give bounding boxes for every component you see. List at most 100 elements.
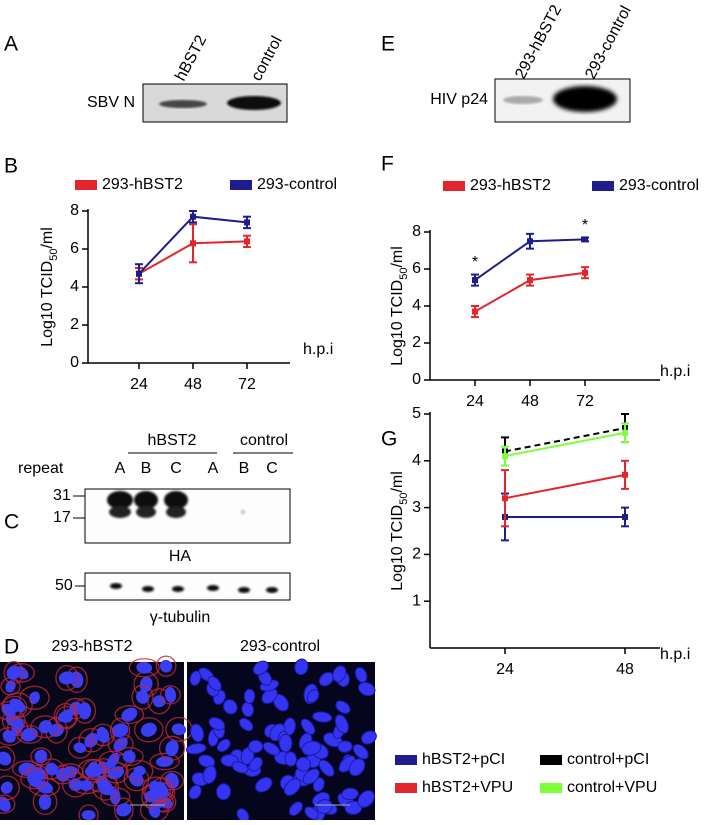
nucleus (312, 777, 325, 792)
x-axis-label: h.p.i (660, 363, 690, 380)
point (622, 513, 628, 520)
nucleus (2, 730, 16, 743)
point (472, 277, 478, 284)
lane-label: A (208, 460, 219, 477)
membrane (73, 697, 96, 724)
membrane (0, 746, 16, 771)
legend-label: control+pCI (567, 751, 649, 768)
y-axis-label-part: 50 (48, 249, 60, 261)
nucleus (361, 730, 377, 745)
nucleus (300, 718, 316, 735)
nucleus (222, 699, 238, 715)
image-label: 293-control (240, 638, 320, 655)
membrane (149, 752, 180, 771)
lane-label: control (248, 33, 286, 83)
annotation: * (472, 254, 478, 271)
nucleus (97, 780, 114, 796)
membrane (159, 685, 181, 705)
series-line (504, 427, 626, 453)
y-axis-label-part: /ml (389, 471, 406, 492)
nucleus (357, 681, 376, 697)
panel-letter: F (381, 153, 394, 176)
nucleus (357, 790, 375, 808)
y-tick-label: 6 (412, 260, 421, 277)
nucleus (302, 768, 320, 785)
nucleus (238, 717, 254, 732)
y-axis-label: Log10 TCID50/ml (389, 471, 410, 591)
x-axis-label: h.p.i (660, 646, 690, 663)
nucleus (9, 698, 26, 713)
nucleus (207, 675, 222, 692)
nucleus (216, 738, 231, 753)
nucleus (164, 686, 176, 703)
nucleus (136, 690, 150, 704)
nucleus (301, 740, 322, 756)
lane-label: C (170, 460, 182, 477)
nucleus (252, 660, 269, 676)
membrane (114, 705, 145, 725)
nucleus (34, 749, 48, 764)
nucleus (248, 756, 263, 772)
panel-letter: A (4, 33, 18, 56)
nucleus (58, 671, 76, 685)
nucleus (255, 776, 273, 793)
membrane (55, 664, 79, 691)
nucleus (171, 723, 187, 736)
point (622, 471, 628, 478)
y-tick-label: 2 (412, 546, 421, 563)
panel-letter: G (381, 428, 397, 451)
panel-letter: D (4, 636, 19, 659)
nucleus (231, 761, 249, 774)
legend-swatch (540, 783, 562, 793)
nucleus (11, 718, 24, 736)
group-label: hBST2 (148, 432, 197, 449)
legend-label: 293-hBST2 (470, 177, 551, 194)
lane-label: hBST2 (172, 33, 210, 84)
band-label: HIV p24 (430, 91, 488, 108)
nucleus (111, 723, 129, 738)
nucleus (148, 802, 161, 818)
nucleus (27, 771, 42, 788)
series-line (504, 431, 626, 458)
x-tick-label: 24 (496, 661, 514, 678)
y-tick-label: 3 (412, 499, 421, 516)
membrane (91, 723, 115, 747)
x-tick-label: 72 (238, 376, 256, 393)
membrane (19, 685, 50, 710)
membrane (0, 794, 16, 814)
x-tick-label: 24 (466, 393, 484, 410)
y-axis-label: Log10 TCID50/ml (389, 246, 410, 366)
nucleus (81, 810, 96, 821)
nucleus (152, 695, 166, 708)
nucleus (190, 723, 205, 743)
panel-letter: C (4, 511, 19, 534)
nucleus (208, 717, 226, 731)
nucleus (248, 739, 264, 754)
image-label: 293-hBST2 (52, 638, 133, 655)
membrane (133, 717, 164, 743)
nucleus (283, 778, 301, 796)
nucleus (337, 740, 353, 753)
marker-label: 17 (53, 509, 71, 526)
point (136, 270, 142, 277)
legend-label: control+VPU (567, 779, 657, 796)
nucleus (122, 750, 136, 763)
tubulin-bands (110, 583, 278, 593)
y-tick-label: 4 (412, 452, 421, 469)
y-tick-label: 1 (412, 592, 421, 609)
membrane (155, 655, 177, 677)
band (553, 86, 617, 112)
lane-label: B (141, 460, 152, 477)
legend-label: 293-hBST2 (102, 176, 183, 193)
nucleus (38, 794, 52, 810)
legend-swatch (395, 755, 417, 765)
nucleus (140, 722, 157, 737)
lane-label: A (115, 460, 126, 477)
nucleus (116, 803, 132, 817)
membrane (92, 774, 120, 801)
y-tick-label: 2 (70, 316, 79, 333)
nucleus (318, 759, 335, 777)
nucleus (348, 758, 366, 777)
y-tick-label: 5 (412, 405, 421, 422)
